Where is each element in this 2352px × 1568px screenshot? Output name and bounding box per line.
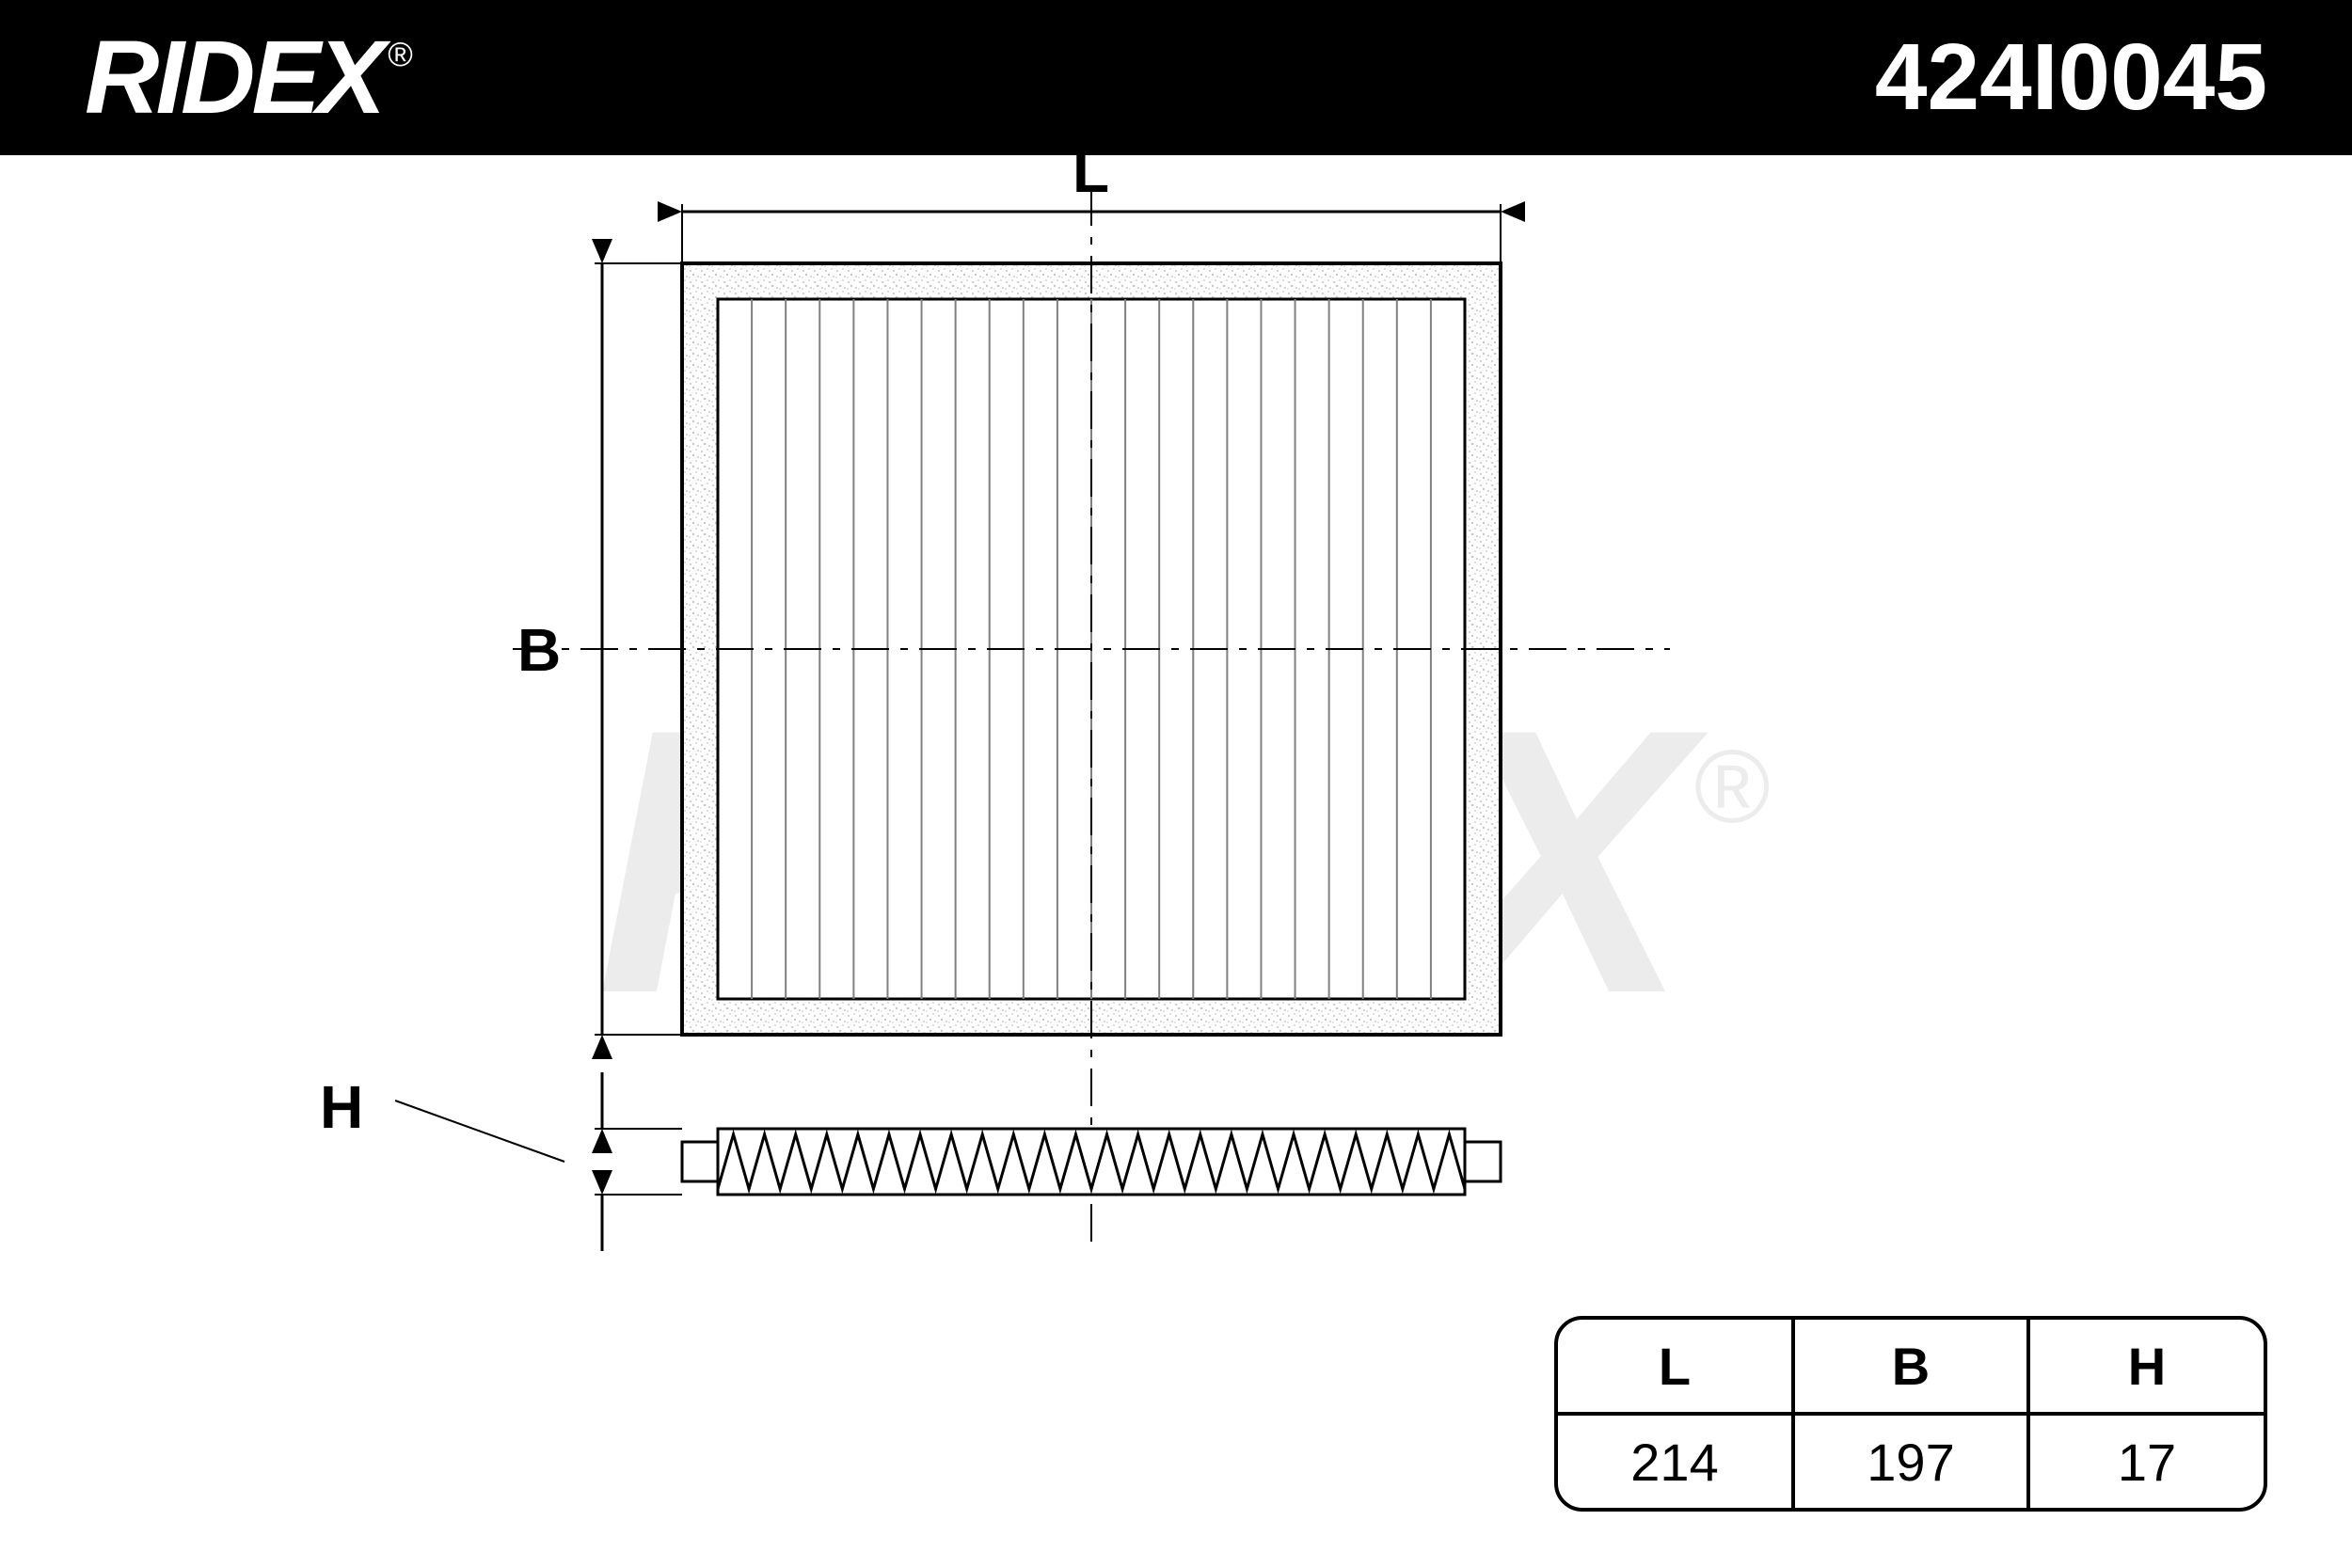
table-header-h: H xyxy=(2028,1320,2264,1414)
dim-label-h: H xyxy=(320,1072,363,1142)
table-value-row: 214 197 17 xyxy=(1558,1414,2264,1508)
table-header-row: L B H xyxy=(1558,1320,2264,1414)
dim-label-b: B xyxy=(517,615,561,685)
registered-mark: ® xyxy=(388,35,409,74)
header-bar: RIDEX ® 424I0045 xyxy=(0,0,2352,155)
table-header-l: L xyxy=(1558,1320,1793,1414)
dimension-table: L B H 214 197 17 xyxy=(1554,1316,2267,1512)
drawing-canvas: RIDEX ® L B H L B H 214 197 17 xyxy=(0,155,2352,1568)
table-value-h: 17 xyxy=(2028,1414,2264,1508)
table-header-b: B xyxy=(1793,1320,2028,1414)
table-value-b: 197 xyxy=(1793,1414,2028,1508)
brand-text: RIDEX xyxy=(85,18,382,137)
dim-label-l: L xyxy=(1073,136,1109,206)
table-value-l: 214 xyxy=(1558,1414,1793,1508)
brand-logo: RIDEX ® xyxy=(85,18,409,137)
part-number: 424I0045 xyxy=(1875,24,2267,132)
